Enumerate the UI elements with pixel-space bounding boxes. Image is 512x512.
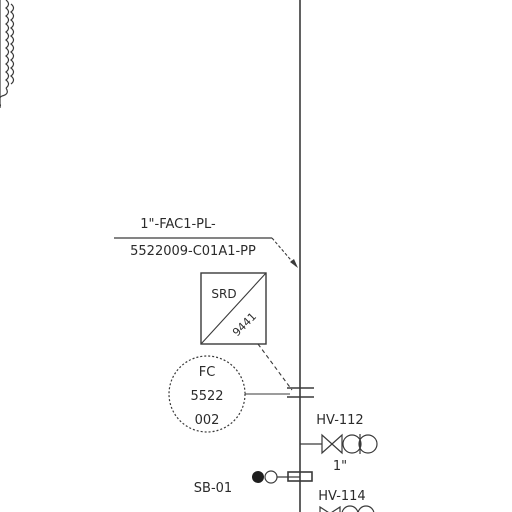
instrument-number: 5522	[190, 389, 223, 404]
valve-hv-114-handle-right	[357, 505, 375, 512]
valve-hv-114-body	[319, 505, 341, 512]
sample-point-fitting	[287, 471, 313, 482]
revision-cloud	[0, 0, 15, 108]
leader-arrowhead	[290, 259, 298, 268]
valve-size-hv-112: 1"	[333, 459, 347, 474]
valve-tag-hv-114: HV-114	[318, 489, 365, 504]
sample-point-tag: SB-01	[194, 481, 232, 496]
valve-hv-112-handle-right	[358, 434, 378, 454]
sample-point-filled-dot	[252, 471, 264, 483]
valve-hv-112-handle-left	[342, 434, 362, 454]
line-number-bottom: 5522009-C01A1-PP	[130, 244, 256, 259]
instrument-suffix: 002	[195, 413, 220, 428]
srd-number: 9441	[230, 310, 259, 339]
line-number-top: 1"-FAC1-PL-	[140, 217, 216, 232]
srd-label: SRD	[211, 287, 236, 301]
instrument-tag: FC	[199, 365, 216, 380]
valve-tag-hv-112: HV-112	[316, 413, 363, 428]
valve-hv-114-handle-left	[341, 505, 359, 512]
srd-box-diagonal	[200, 272, 267, 345]
srd-box	[200, 272, 267, 345]
signal-line-dashed	[257, 343, 293, 391]
sample-point-open-circle	[264, 470, 278, 484]
valve-hv-112-body	[321, 433, 343, 455]
